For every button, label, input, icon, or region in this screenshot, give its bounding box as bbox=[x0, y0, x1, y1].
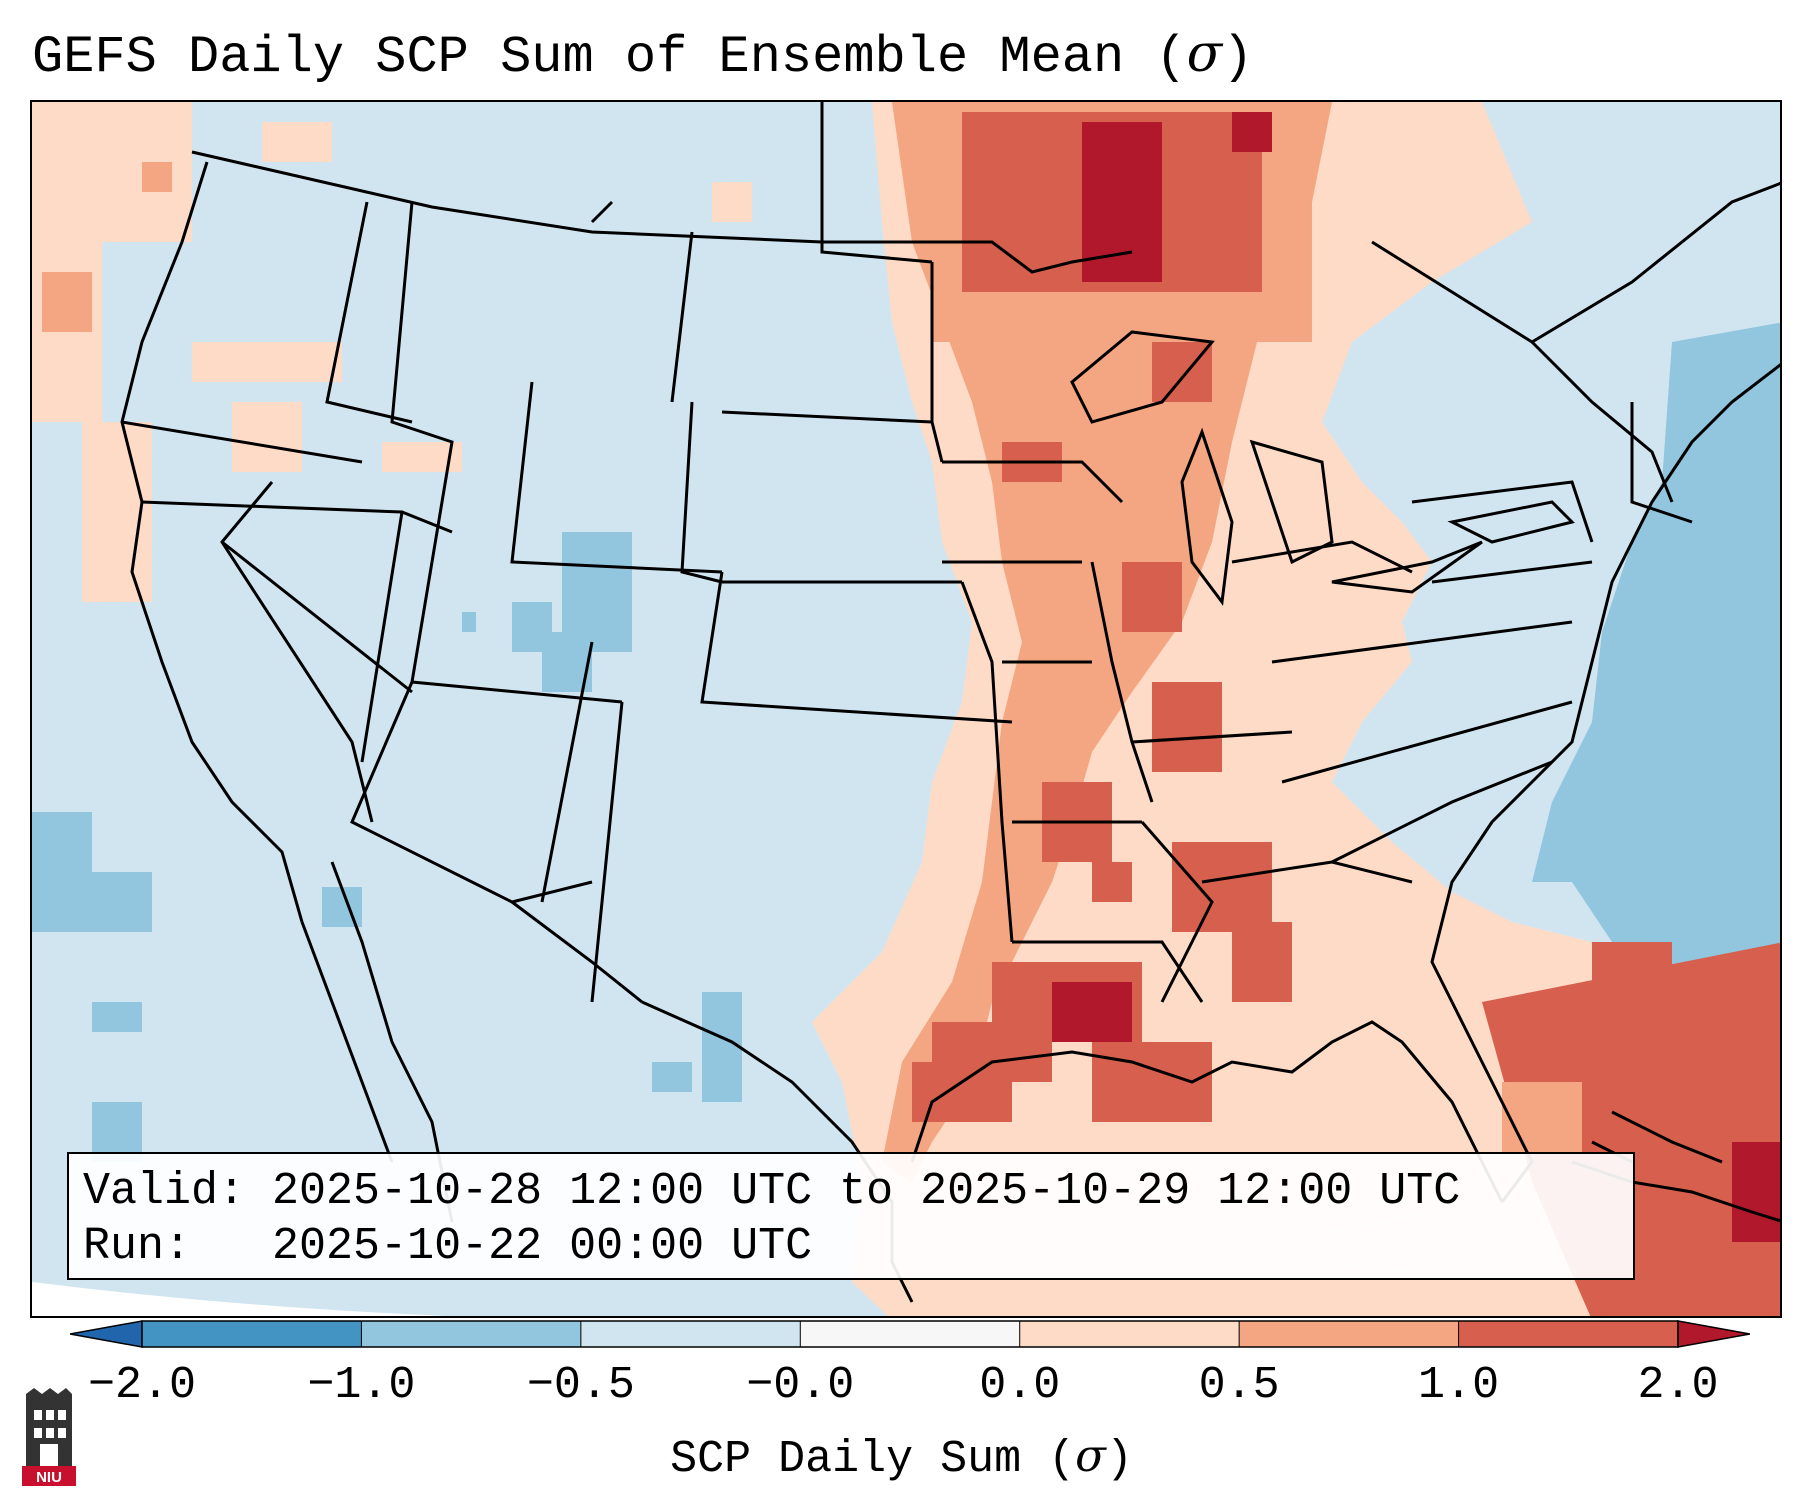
map-svg bbox=[32, 102, 1780, 1316]
colorbar-bin bbox=[580, 1321, 801, 1347]
colorbar bbox=[70, 1320, 1750, 1348]
valid-value: 2025-10-28 12:00 UTC to 2025-10-29 12:00… bbox=[272, 1166, 1461, 1217]
outside-domain bbox=[32, 1282, 446, 1316]
colorbar-bin bbox=[142, 1321, 362, 1347]
colorbar-bin bbox=[1019, 1321, 1240, 1347]
map-panel bbox=[30, 100, 1782, 1318]
colorbar-tick-label: 0.5 bbox=[1198, 1360, 1280, 1411]
colorbar-label: SCP Daily Sum (σ) bbox=[670, 1429, 1133, 1485]
valid-label: Valid: bbox=[83, 1166, 246, 1217]
colorbar-bin bbox=[1458, 1321, 1678, 1347]
colorbar-bin bbox=[1239, 1321, 1459, 1347]
run-value: 2025-10-22 00:00 UTC bbox=[272, 1221, 813, 1272]
west-coast bbox=[120, 161, 304, 923]
colorbar-bin bbox=[800, 1321, 1020, 1347]
colorbar-tick-label: −1.0 bbox=[307, 1360, 416, 1411]
colorbar-tick-label: −0.5 bbox=[526, 1360, 635, 1411]
colorbar-tick-label: 0.0 bbox=[979, 1360, 1061, 1411]
colorbar-extend-high bbox=[1677, 1320, 1750, 1348]
colorbar-bin bbox=[361, 1321, 581, 1347]
chart-title: GEFS Daily SCP Sum of Ensemble Mean (σ) bbox=[32, 24, 1254, 87]
colorbar-tick-label: −0.0 bbox=[746, 1360, 855, 1411]
colorbar-tick-label: 1.0 bbox=[1418, 1360, 1500, 1411]
valid-line: Valid: 2025-10-28 12:00 UTC to 2025-10-2… bbox=[83, 1164, 1619, 1219]
west-positive-field bbox=[32, 102, 752, 602]
colorbar-tick-label: −2.0 bbox=[87, 1360, 197, 1411]
run-line: Run: 2025-10-22 00:00 UTC bbox=[83, 1219, 1619, 1274]
canada-border bbox=[191, 150, 1133, 274]
valid-run-info-box: Valid: 2025-10-28 12:00 UTC to 2025-10-2… bbox=[67, 1152, 1635, 1280]
east-coast bbox=[1430, 363, 1780, 1003]
colorbar-extend-low bbox=[70, 1320, 143, 1348]
run-label: Run: bbox=[83, 1221, 192, 1272]
logo-text: NIU bbox=[36, 1469, 62, 1486]
negative-field bbox=[32, 322, 1780, 1162]
gulf-coast bbox=[910, 1020, 1504, 1203]
niu-logo: NIU bbox=[22, 1388, 76, 1486]
colorbar-tick-label: 2.0 bbox=[1637, 1360, 1719, 1411]
